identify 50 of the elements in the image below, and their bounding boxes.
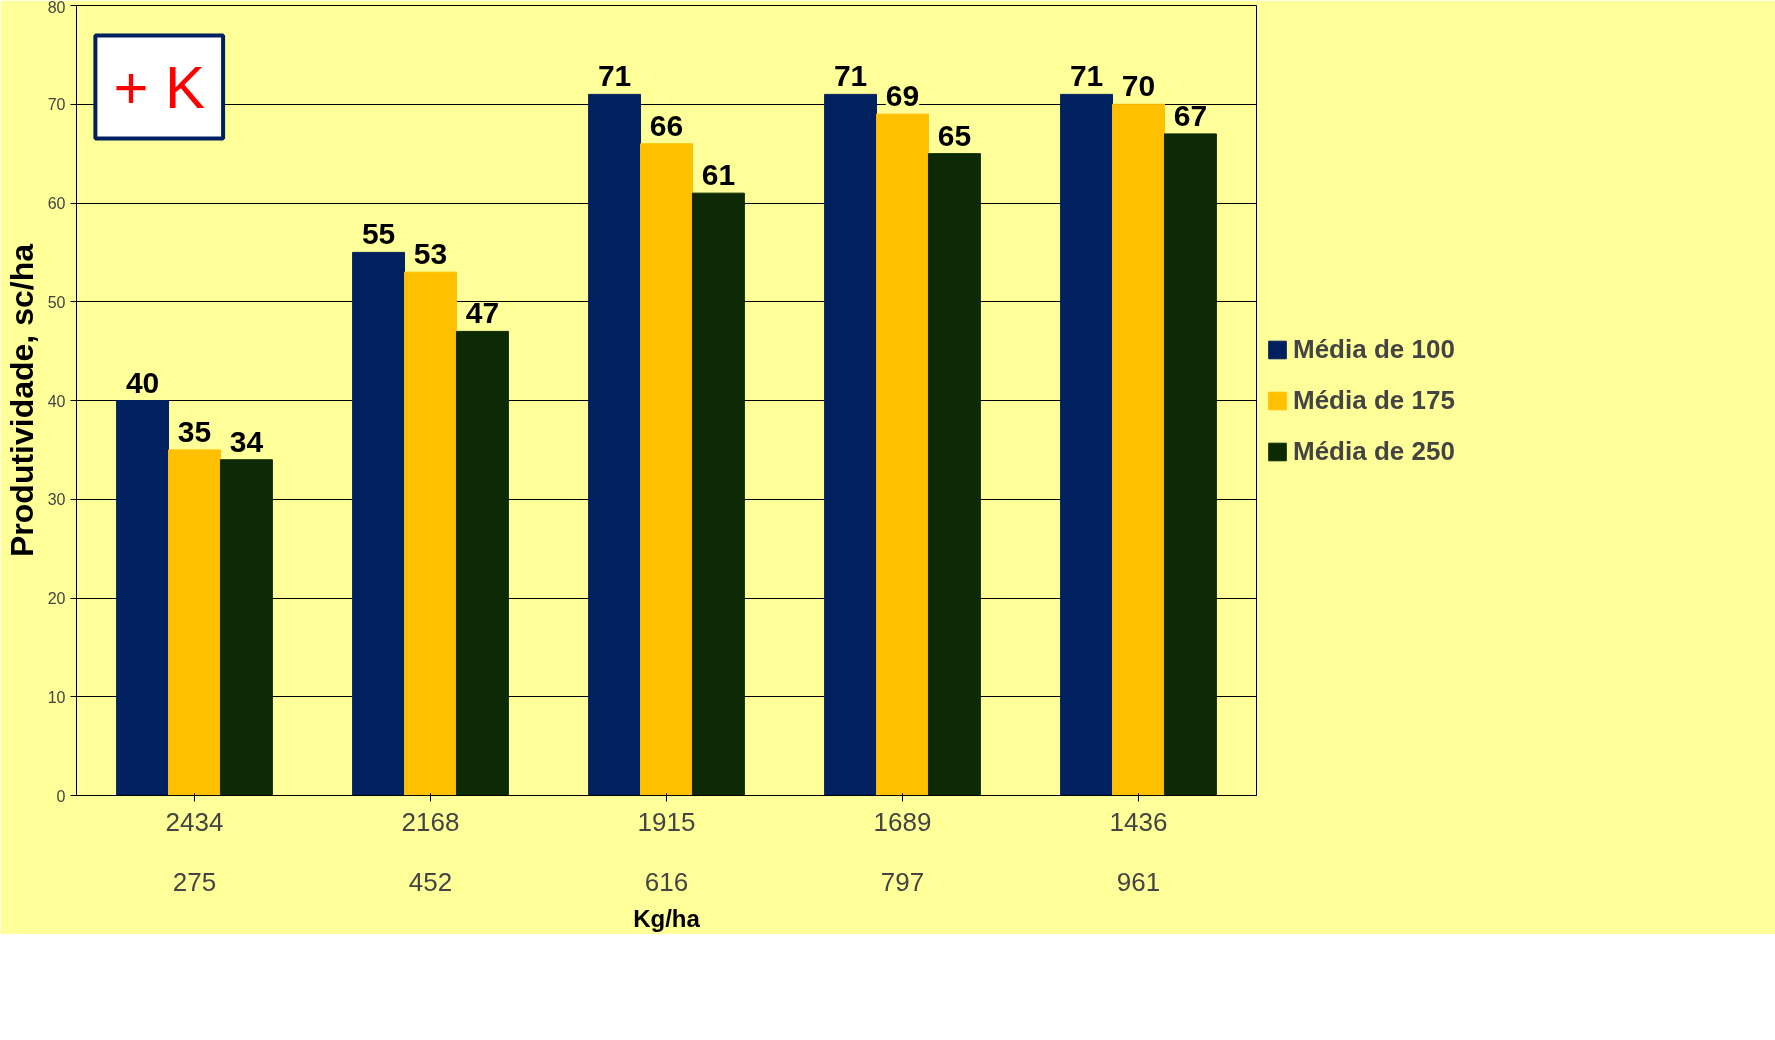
x-axis-title: Kg/ha: [633, 904, 701, 932]
data-label: 71: [597, 59, 632, 93]
y-tick-label: 20: [47, 590, 66, 607]
x-tick-label: 1915 616: [637, 806, 696, 897]
y-tick-label: 30: [47, 491, 66, 509]
bar: [168, 449, 221, 796]
y-tick-label: 40: [47, 392, 66, 410]
y-axis-title: Produtividade, sc/ha: [3, 243, 40, 557]
legend-label: Média de 250: [1293, 435, 1455, 467]
data-label: 66: [649, 108, 684, 142]
bar: [1112, 103, 1165, 796]
y-tick-label: 0: [56, 787, 66, 805]
bar: [824, 93, 878, 796]
bar: [588, 93, 642, 796]
bar: [640, 143, 693, 796]
data-label: 71: [1069, 59, 1104, 93]
legend-label: Média de 100: [1293, 333, 1455, 365]
x-tick-label: 1689 797: [873, 806, 932, 897]
data-label: 61: [701, 158, 736, 192]
y-tick-label: 10: [47, 688, 66, 706]
data-label: 65: [937, 118, 972, 152]
bar: [1060, 93, 1114, 796]
x-tick-label: 2434 275: [165, 806, 224, 897]
y-tick-label: 50: [47, 293, 66, 311]
legend-label: Média de 175: [1293, 384, 1455, 416]
data-label: 47: [465, 296, 500, 330]
bar: [404, 271, 457, 796]
data-label: 53: [413, 237, 448, 271]
y-tick-label: 60: [47, 195, 66, 212]
data-label: 67: [1173, 98, 1208, 132]
data-label: 40: [125, 365, 160, 399]
data-label: 70: [1121, 69, 1156, 103]
data-label: 34: [229, 424, 264, 458]
annotation: + K: [113, 53, 206, 121]
bar: [691, 192, 745, 796]
y-tick-label: 70: [47, 96, 66, 114]
bar: [219, 459, 273, 796]
bar: [352, 251, 406, 796]
data-label: 71: [833, 59, 868, 93]
bar: [876, 113, 929, 796]
bar: [455, 330, 509, 796]
data-label: 55: [361, 217, 396, 251]
bar: [1163, 133, 1217, 796]
data-label: 35: [177, 414, 212, 448]
y-tick-label: 80: [47, 0, 66, 16]
x-tick-label: 2168 452: [401, 806, 460, 897]
data-label: 69: [885, 79, 920, 113]
bar: [116, 400, 170, 796]
bar: [927, 153, 981, 796]
x-tick-label: 1436 961: [1109, 806, 1168, 897]
